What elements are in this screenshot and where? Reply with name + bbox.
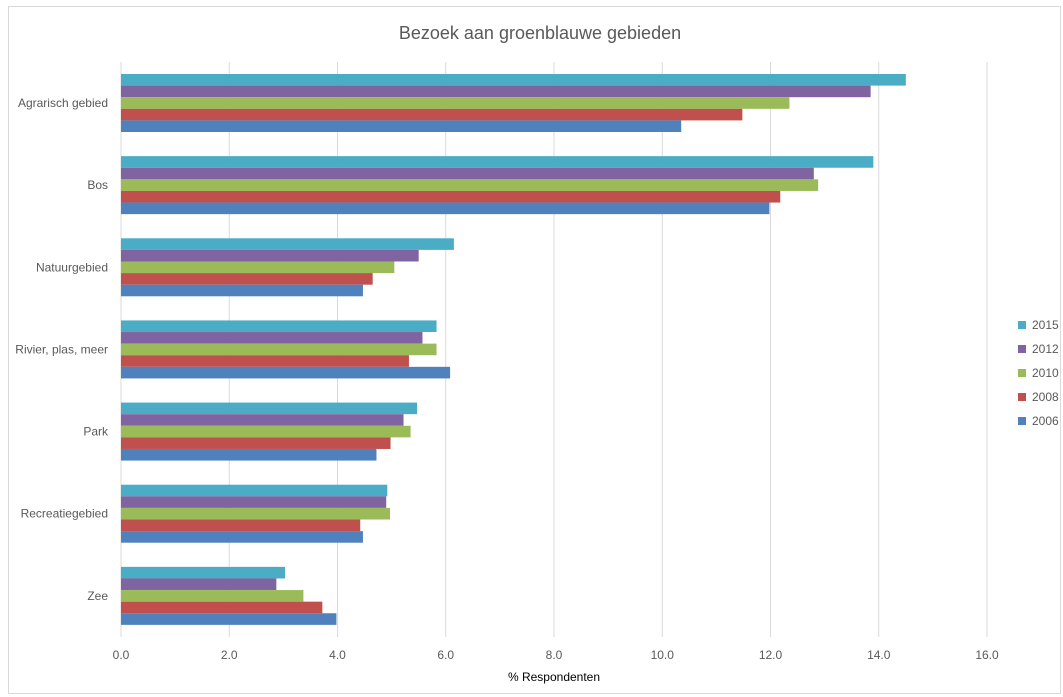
bar xyxy=(121,332,423,344)
bar xyxy=(121,448,377,461)
category-label: Agrarisch gebied xyxy=(18,96,108,110)
bar xyxy=(121,414,404,426)
bar xyxy=(121,578,277,591)
legend-swatch xyxy=(1018,345,1026,353)
bar xyxy=(121,402,418,415)
legend-label: 2015 xyxy=(1032,318,1059,332)
x-tick-label: 8.0 xyxy=(546,648,563,662)
category-label: Bos xyxy=(87,178,108,192)
bar xyxy=(121,590,304,602)
bar xyxy=(121,566,285,579)
bar xyxy=(121,120,682,132)
bar xyxy=(121,261,395,274)
x-tick-label: 4.0 xyxy=(329,648,346,662)
bar xyxy=(121,613,337,625)
bar xyxy=(121,97,790,109)
x-tick-label: 12.0 xyxy=(759,648,783,662)
category-labels: Agrarisch gebied Bos Natuurgebied Rivier, p… xyxy=(15,96,109,603)
legend-swatch xyxy=(1018,417,1026,425)
legend-label: 2006 xyxy=(1032,414,1059,428)
bar xyxy=(121,202,770,215)
bar xyxy=(121,108,743,121)
legend-label: 2012 xyxy=(1032,342,1059,356)
chart-title: Bezoek aan groenblauwe gebieden xyxy=(399,23,681,43)
x-tick-label: 16.0 xyxy=(975,648,999,662)
x-tick-label: 6.0 xyxy=(437,648,454,662)
category-label: Natuurgebied xyxy=(36,260,108,274)
bar xyxy=(121,179,819,191)
bar xyxy=(121,355,409,367)
bar xyxy=(121,531,363,543)
bar xyxy=(121,74,906,86)
bar xyxy=(121,519,361,532)
category-label: Recreatiegebied xyxy=(21,507,108,521)
bars xyxy=(121,74,906,625)
bar xyxy=(121,366,451,379)
bar xyxy=(121,507,391,520)
legend-label: 2010 xyxy=(1032,366,1059,380)
bar xyxy=(121,85,871,98)
x-tick-label: 14.0 xyxy=(867,648,891,662)
x-tick-labels: 0.0 2.0 4.0 6.0 8.0 10.0 12.0 14.0 16.0 xyxy=(113,648,999,662)
bar xyxy=(121,320,437,333)
legend-swatch xyxy=(1018,393,1026,401)
bar xyxy=(121,496,387,508)
bar xyxy=(121,343,437,356)
bar xyxy=(121,190,781,203)
x-tick-label: 0.0 xyxy=(113,648,130,662)
bar xyxy=(121,156,874,168)
bar xyxy=(121,167,814,180)
legend-swatch xyxy=(1018,321,1026,329)
x-axis-title: % Respondenten xyxy=(508,670,600,684)
legend: 2015 2012 2010 2008 2006 xyxy=(1018,318,1059,428)
category-label: Park xyxy=(83,425,109,439)
category-label: Zee xyxy=(87,589,108,603)
bar xyxy=(121,425,411,438)
bar xyxy=(121,238,454,250)
category-label: Rivier, plas, meer xyxy=(15,342,108,356)
legend-swatch xyxy=(1018,369,1026,377)
bar xyxy=(121,249,419,262)
bar xyxy=(121,273,373,285)
x-tick-label: 10.0 xyxy=(651,648,675,662)
bar xyxy=(121,484,388,497)
bar xyxy=(121,284,363,297)
x-tick-label: 2.0 xyxy=(221,648,238,662)
legend-label: 2008 xyxy=(1032,390,1059,404)
bar xyxy=(121,437,391,449)
bar xyxy=(121,601,323,614)
